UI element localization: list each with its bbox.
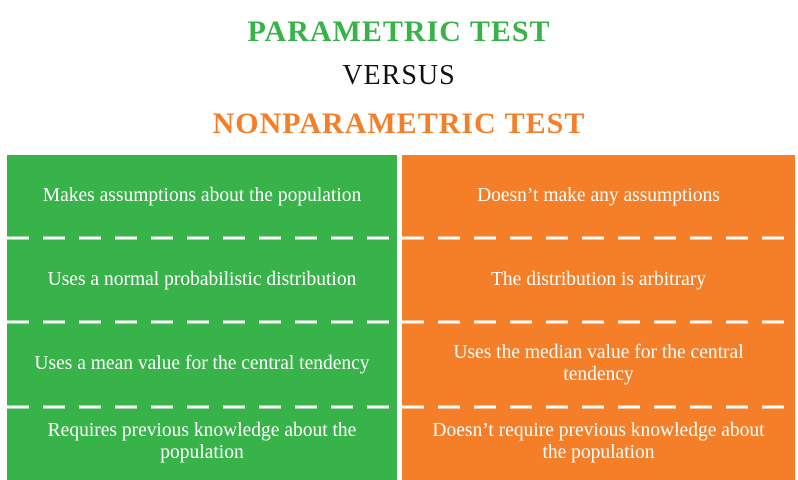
nonparametric-column: Doesn’t make any assumptions The distrib…: [402, 155, 795, 480]
parametric-column: Makes assumptions about the population U…: [7, 155, 397, 480]
row-divider: [7, 236, 397, 240]
parametric-cell: Makes assumptions about the population: [42, 184, 362, 206]
nonparametric-cell: The distribution is arbitrary: [491, 269, 706, 290]
nonparametric-cell: Uses the median value for the central te…: [453, 342, 744, 385]
comparison-header: PARAMETRIC TEST VERSUS NONPARAMETRIC TES…: [0, 0, 798, 155]
nonparametric-cell: Doesn’t make any assumptions: [477, 184, 720, 206]
parametric-cell: Uses a normal probabilistic distribution: [47, 269, 357, 290]
title-versus: VERSUS: [342, 60, 456, 91]
title-parametric: PARAMETRIC TEST: [247, 15, 551, 48]
row-divider: [7, 405, 397, 409]
row-divider: [402, 236, 795, 240]
parametric-cell: Uses a mean value for the central tenden…: [34, 353, 370, 374]
comparison-table: Makes assumptions about the population U…: [7, 155, 795, 480]
row-divider: [402, 320, 795, 324]
title-nonparametric: NONPARAMETRIC TEST: [212, 107, 586, 140]
parametric-cell: Requires previous knowledge about the po…: [47, 419, 357, 463]
row-divider: [402, 405, 795, 409]
nonparametric-cell: Doesn’t require previous knowledge about…: [432, 419, 765, 463]
row-divider: [7, 320, 397, 324]
